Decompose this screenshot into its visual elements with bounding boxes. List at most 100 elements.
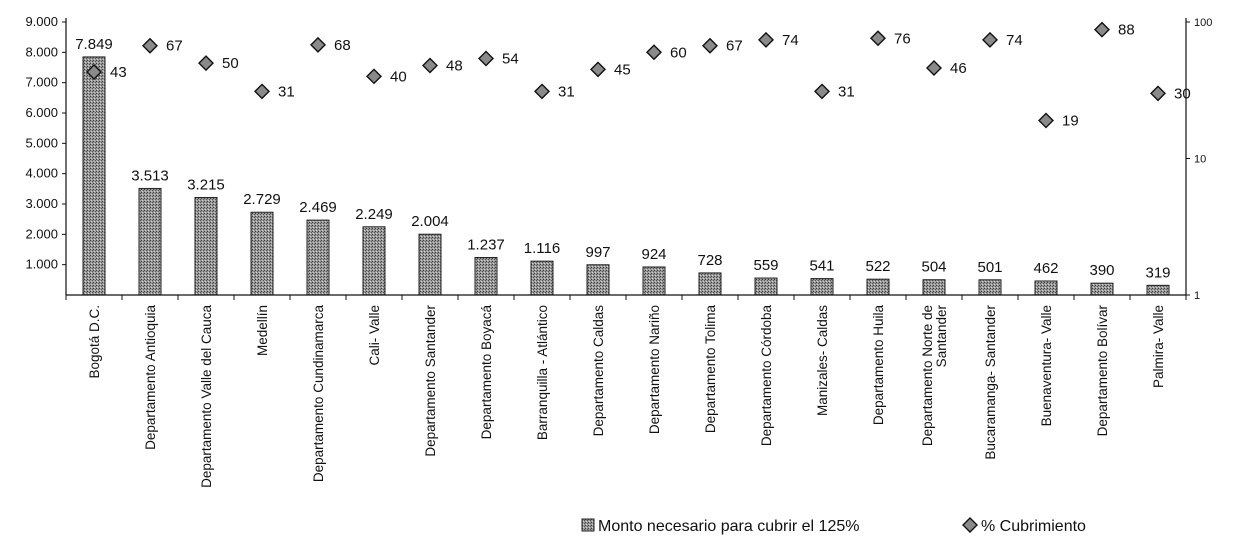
- right-tick-label: 10: [1194, 154, 1206, 166]
- bar-value-label: 2.249: [355, 206, 393, 223]
- category-label: Palmira- Valle: [1151, 305, 1166, 388]
- category-label: Buenaventura- Valle: [1039, 305, 1054, 426]
- coverage-marker: [646, 44, 662, 61]
- coverage-value-label: 19: [1062, 112, 1079, 129]
- category-label-line: Departamento Norte de: [920, 305, 935, 446]
- coverage-marker: [926, 60, 942, 77]
- left-y-axis: 1.000 2.000 3.000 4.000 5.000 6.000 7.000 8.000…: [25, 14, 67, 295]
- category-label: Departamento Santander: [423, 305, 438, 457]
- category-label: Departamento Bolívar: [1095, 305, 1110, 437]
- coverage-value-label: 40: [390, 68, 407, 85]
- category-label-line: Departamento Nariño: [647, 305, 662, 434]
- category-label: Cali- Valle: [367, 305, 382, 366]
- bar-value-label: 501: [977, 259, 1002, 276]
- category-label: Departamento Córdoba: [759, 305, 774, 447]
- category-label-line: Departamento Santander: [423, 305, 438, 457]
- bar: [1146, 284, 1170, 296]
- bar-value-label: 2.004: [411, 213, 449, 230]
- coverage-value-label: 30: [1174, 85, 1191, 102]
- bar: [866, 278, 890, 296]
- coverage-marker: [590, 61, 606, 78]
- coverage-value-label: 67: [166, 38, 183, 55]
- legend: Monto necesario para cubrir el 125% % Cu…: [581, 517, 1086, 535]
- coverage-marker: [86, 64, 102, 81]
- bar-value-label: 3.513: [131, 167, 169, 184]
- bar: [1090, 282, 1114, 296]
- coverage-value-label: 50: [222, 55, 239, 72]
- coverage-marker: [702, 37, 718, 54]
- coverage-value-label: 31: [558, 83, 575, 100]
- coverage-marker: [814, 83, 830, 100]
- coverage-marker: [1150, 85, 1166, 102]
- category-label-line: Cali- Valle: [367, 305, 382, 366]
- category-label: Barranquilla - Atlántico: [535, 305, 550, 440]
- bar-value-label: 728: [697, 252, 722, 269]
- bar: [474, 256, 498, 296]
- category-label-line: Bucaramanga- Santander: [983, 305, 998, 460]
- left-tick-label: 6.000: [25, 105, 58, 120]
- bar-value-label: 522: [865, 258, 890, 275]
- coverage-value-label: 74: [782, 32, 799, 49]
- legend-coverage-label: % Cubrimiento: [981, 518, 1086, 535]
- bar-value-label: 997: [585, 244, 610, 261]
- bar-value-label: 390: [1089, 262, 1114, 279]
- bar: [810, 278, 834, 296]
- category-label-line: Departamento Tolima: [703, 305, 718, 434]
- category-labels: Bogotá D.C. Departamento Antioquia Departa…: [87, 305, 1166, 488]
- legend-bar-label: Monto necesario para cubrir el 125%: [598, 518, 859, 535]
- bar-value-label: 924: [641, 246, 666, 263]
- coverage-value-label: 43: [110, 64, 127, 81]
- category-label-line: Medellín: [255, 305, 270, 356]
- legend-bar-swatch: [581, 518, 595, 532]
- bar-value-label: 541: [809, 258, 834, 275]
- left-tick-label: 8.000: [25, 44, 58, 59]
- left-tick-label: 9.000: [25, 14, 58, 29]
- coverage-value-label: 31: [838, 83, 855, 100]
- coverage-marker: [366, 68, 382, 85]
- category-label-line: Departamento Boyacá: [479, 305, 494, 440]
- coverage-value-label: 54: [502, 51, 519, 68]
- category-label: Departamento Antioquia: [143, 305, 158, 450]
- category-label-line: Departamento Bolívar: [1095, 305, 1110, 437]
- bar-series: [82, 56, 1170, 296]
- bar: [642, 266, 666, 296]
- coverage-marker: [1038, 112, 1054, 129]
- category-label-line: Manizales- Caldas: [815, 305, 830, 416]
- category-label: Manizales- Caldas: [815, 305, 830, 416]
- bar-value-labels: 7.849 3.513 3.215 2.729 2.469 2.249 2.004 1.237…: [75, 36, 1170, 281]
- right-y-axis: 1 10 100: [1185, 17, 1212, 302]
- coverage-marker: [478, 50, 494, 67]
- category-label: Medellín: [255, 305, 270, 356]
- right-tick-label: 1: [1194, 290, 1200, 302]
- left-tick-label: 4.000: [25, 166, 58, 181]
- bar: [306, 219, 330, 296]
- bar-value-label: 559: [753, 257, 778, 274]
- category-label: Departamento Cundinamarca: [311, 305, 326, 483]
- coverage-marker: [534, 83, 550, 100]
- coverage-marker: [422, 57, 438, 74]
- coverage-value-labels: 43 67 50 31 68 40 48 54 31 45 60 67 74 31 76 46 74 19 88 30: [110, 22, 1191, 130]
- bar: [250, 211, 274, 296]
- bar-value-label: 1.237: [467, 236, 505, 253]
- category-label-line: Palmira- Valle: [1151, 305, 1166, 388]
- coverage-value-label: 74: [1006, 32, 1023, 49]
- x-axis: [65, 294, 1187, 300]
- bar: [530, 260, 554, 296]
- bar-value-label: 504: [921, 259, 946, 276]
- bar: [194, 196, 218, 296]
- bar: [1034, 280, 1058, 296]
- category-label-line: Departamento Córdoba: [759, 305, 774, 447]
- right-tick-label: 100: [1194, 17, 1212, 29]
- coverage-marker: [1094, 21, 1110, 38]
- bar-value-label: 462: [1033, 260, 1058, 277]
- category-label-line: Departamento Huila: [871, 305, 886, 426]
- bar-value-label: 319: [1145, 264, 1170, 281]
- bar: [922, 279, 946, 296]
- coverage-marker: [254, 83, 270, 100]
- category-label-line: Buenaventura- Valle: [1039, 305, 1054, 426]
- category-label-line: Departamento Valle del Cauca: [199, 305, 214, 488]
- category-label-line: Santander: [934, 305, 949, 368]
- category-label: Departamento Norte deSantander: [920, 305, 949, 447]
- bar-value-label: 1.116: [524, 240, 560, 257]
